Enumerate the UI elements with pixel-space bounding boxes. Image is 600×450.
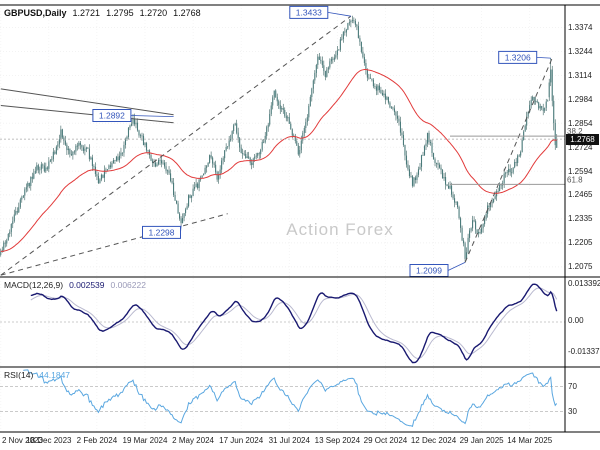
ohlc-open: 1.2721 <box>72 8 101 18</box>
time-axis-label: 17 Jun 2024 <box>219 436 264 445</box>
time-axis-label: 18 Dec 2023 <box>26 436 72 445</box>
price-annotation: 1.3433 <box>289 5 351 19</box>
svg-text:1.2298: 1.2298 <box>149 227 175 237</box>
price-axis-label: 1.3114 <box>568 70 592 80</box>
macd-axis-label: 0.00 <box>568 316 584 325</box>
time-axis-label: 2 Feb 2024 <box>76 436 118 445</box>
rsi-value: 44.1847 <box>39 370 71 380</box>
price-axis-label: 1.2335 <box>568 214 593 224</box>
time-axis-label: 14 Mar 2025 <box>507 436 553 445</box>
time-axis-label: 19 Mar 2024 <box>122 436 168 445</box>
trendline <box>0 15 352 276</box>
svg-text:1.2892: 1.2892 <box>99 111 125 121</box>
price-axis-label: 1.3244 <box>568 46 593 56</box>
price-annotation: 1.3206 <box>498 50 551 64</box>
ohlc-close: 1.2768 <box>173 8 201 18</box>
price-axis-label: 1.2854 <box>568 118 593 128</box>
fib-level-label: 38.2 <box>567 127 583 136</box>
symbol-label: GBPUSD,Daily <box>4 8 67 18</box>
macd-main-line <box>30 283 558 364</box>
svg-text:1.3206: 1.3206 <box>505 52 531 62</box>
macd-axis-label: 0.013392 <box>568 279 600 288</box>
macd-signal-line <box>30 287 558 360</box>
main-panel <box>0 15 558 262</box>
price-annotation: 1.2892 <box>92 109 174 122</box>
rsi-panel <box>0 369 565 427</box>
svg-text:1.2099: 1.2099 <box>416 266 442 276</box>
price-axis-label: 1.2075 <box>568 262 593 272</box>
price-annotation: 1.2099 <box>409 262 466 277</box>
annotations-layer: 38.2 61.8 1.3433 1.2892 1.2298 1.2099 1.3206 <box>0 5 583 277</box>
macd-axis-label: -0.013378 <box>568 347 600 356</box>
trendline <box>0 213 228 276</box>
time-axis-label: 13 Sep 2024 <box>314 436 361 445</box>
chart-header: GBPUSD,Daily 1.2721 1.2795 1.2720 1.2768 <box>4 8 201 18</box>
moving-average-line <box>0 69 557 252</box>
trendline <box>0 105 174 124</box>
macd-name: MACD(12,26,9) <box>4 280 64 290</box>
fib-level-label: 61.8 <box>567 175 583 184</box>
trendline <box>0 88 174 116</box>
ohlc-low: 1.2720 <box>139 8 168 18</box>
macd-main-value: 0.002539 <box>69 280 105 290</box>
time-axis-label: 12 Dec 2024 <box>410 436 457 445</box>
price-axis-label: 1.2594 <box>568 166 593 176</box>
time-axis-label: 29 Jan 2025 <box>459 436 504 445</box>
macd-indicator-label: MACD(12,26,9) 0.002539 0.006222 <box>4 280 146 290</box>
svg-text:1.3433: 1.3433 <box>296 7 322 17</box>
price-axis-label: 1.2724 <box>568 142 593 152</box>
time-axis-label: 29 Oct 2024 <box>363 436 408 445</box>
watermark: Action Forex <box>286 220 394 239</box>
time-axis-label: 2 Nov 2023 <box>2 436 43 445</box>
rsi-axis-label: 30 <box>568 406 577 416</box>
price-axis-label: 1.2205 <box>568 238 593 248</box>
price-axis-label: 1.3374 <box>568 22 593 32</box>
time-axis-label: 2 May 2024 <box>172 436 214 445</box>
time-axis-label: 31 Jul 2024 <box>268 436 310 445</box>
trendline <box>464 57 553 263</box>
macd-signal-value: 0.006222 <box>110 280 146 290</box>
rsi-name: RSI(14) <box>4 370 34 380</box>
price-axis-label: 1.2465 <box>568 190 593 200</box>
grid <box>0 5 565 432</box>
rsi-line <box>23 369 558 427</box>
rsi-axis-label: 70 <box>568 382 577 392</box>
price-axis-label: 1.2984 <box>568 94 593 104</box>
current-price-tag: 1.2768 <box>566 133 599 145</box>
rsi-indicator-label: RSI(14) 44.1847 <box>4 370 70 380</box>
macd-panel <box>0 283 565 364</box>
price-annotation: 1.2298 <box>142 225 182 239</box>
ohlc-high: 1.2795 <box>106 8 134 18</box>
